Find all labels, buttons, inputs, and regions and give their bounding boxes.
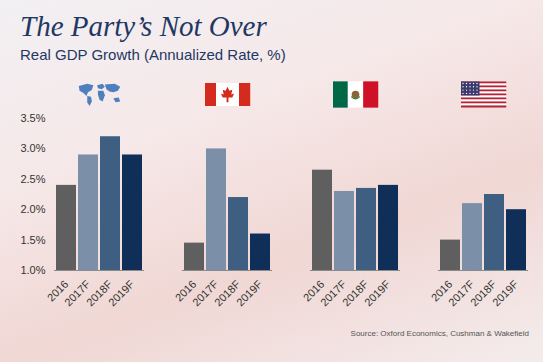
svg-text:2018F: 2018F <box>83 277 115 309</box>
svg-text:2018F: 2018F <box>339 277 371 309</box>
svg-text:1.5%: 1.5% <box>20 234 45 246</box>
svg-text:2016: 2016 <box>44 277 71 304</box>
html-text:Source: Oxford Economics, Cush: Source: Oxford Economics, Cushman & Wake… <box>350 329 529 338</box>
svg-text:3.0%: 3.0% <box>20 142 45 154</box>
svg-text:2018F: 2018F <box>467 277 499 309</box>
svg-text:2019F: 2019F <box>490 278 521 309</box>
svg-text:2017F: 2017F <box>61 277 93 309</box>
svg-text:2017F: 2017F <box>317 277 349 309</box>
svg-text:2016: 2016 <box>428 277 455 304</box>
svg-text:2016: 2016 <box>300 277 327 304</box>
svg-text:2019F: 2019F <box>234 278 265 309</box>
svg-text:1.0%: 1.0% <box>20 264 45 276</box>
svg-text:2018F: 2018F <box>211 277 243 309</box>
html-text:Real GDP Growth (Annualized Ra: Real GDP Growth (Annualized Rate, %) <box>20 46 286 63</box>
svg-text:2.0%: 2.0% <box>20 203 45 215</box>
svg-text:2017F: 2017F <box>445 277 477 309</box>
svg-text:2.5%: 2.5% <box>20 173 45 185</box>
svg-text:2019F: 2019F <box>362 278 393 309</box>
html-text:The Party’s Not Over: The Party’s Not Over <box>20 10 267 42</box>
svg-text:2017F: 2017F <box>189 277 221 309</box>
svg-text:3.5%: 3.5% <box>20 112 45 124</box>
svg-text:2016: 2016 <box>172 277 199 304</box>
svg-text:2019F: 2019F <box>106 278 137 309</box>
